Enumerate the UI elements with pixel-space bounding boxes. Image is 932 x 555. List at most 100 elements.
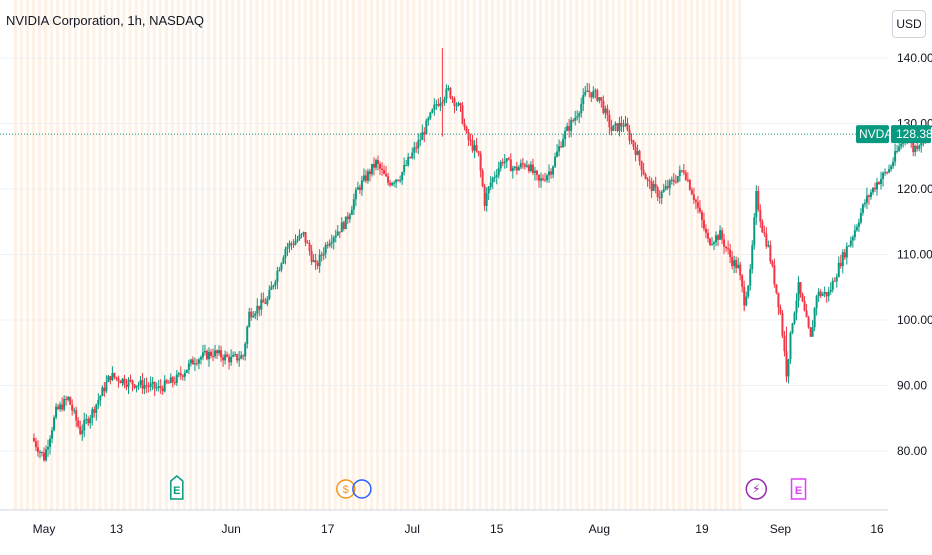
candle-body — [99, 396, 102, 401]
earnings-icon-glyph: E — [173, 485, 180, 497]
candle-body — [719, 230, 722, 240]
candle-body — [344, 216, 347, 229]
candle-body — [65, 398, 68, 400]
candle-body — [214, 350, 217, 357]
candle-body — [873, 187, 876, 190]
candle-body — [183, 372, 186, 377]
candle-body — [741, 275, 744, 287]
candle-body — [93, 409, 96, 413]
candle-body — [606, 108, 609, 115]
symbol-badge[interactable] — [856, 125, 889, 144]
candle-body — [63, 398, 66, 410]
candle-body — [749, 269, 752, 286]
candle-body — [471, 140, 474, 151]
candle-body — [101, 387, 104, 397]
candle-body — [727, 248, 730, 250]
earnings-icon[interactable] — [790, 478, 807, 500]
candle-body — [284, 248, 287, 258]
candle-body — [288, 243, 291, 247]
candle-body — [282, 257, 285, 264]
candle-body — [592, 91, 595, 98]
candle-body — [435, 104, 438, 106]
candle-body — [387, 176, 390, 183]
earnings-icon[interactable] — [170, 475, 184, 500]
candle-body — [505, 158, 508, 162]
price-axis[interactable]: 80.0090.00100.00110.00120.00130.00140.00… — [856, 51, 932, 458]
candle-body — [252, 315, 255, 318]
candle-body — [811, 327, 814, 337]
candle-body — [503, 161, 506, 163]
candle-body — [187, 363, 190, 370]
candle-body — [861, 204, 864, 213]
price-tick-label: 90.00 — [897, 379, 927, 393]
candle-body — [574, 117, 577, 121]
candle-body — [479, 153, 482, 171]
candle-body — [582, 94, 585, 105]
candle-body — [157, 386, 160, 388]
candle-body — [270, 286, 273, 290]
candle-body — [586, 90, 589, 92]
split-icon[interactable] — [352, 479, 372, 499]
candle-body — [843, 252, 846, 258]
candle-body — [489, 182, 492, 187]
candle-body — [684, 172, 687, 180]
candle-body — [823, 292, 826, 294]
candle-body — [630, 140, 633, 142]
candle-body — [411, 152, 414, 158]
candle-body — [312, 260, 315, 262]
candle-body — [743, 286, 746, 306]
candle-body — [85, 418, 88, 420]
candle-body — [537, 174, 540, 181]
candle-body — [107, 376, 110, 383]
candle-body — [867, 195, 870, 197]
currency-button[interactable]: USD — [892, 10, 926, 38]
candle-body — [700, 211, 703, 221]
candle-body — [556, 151, 559, 157]
earnings-icon-glyph: E — [795, 485, 802, 497]
candle-body — [847, 245, 850, 247]
candle-body — [660, 192, 663, 199]
candle-body — [45, 449, 48, 461]
candle-body — [835, 276, 838, 282]
candle-body — [890, 166, 893, 170]
candle-body — [356, 187, 359, 190]
candle-body — [725, 246, 728, 249]
dividend-icon[interactable] — [336, 479, 356, 499]
news-icon[interactable] — [745, 478, 768, 500]
candle-body — [222, 357, 225, 361]
candle-body — [473, 145, 476, 151]
candle-body — [853, 230, 856, 238]
candle-body — [389, 182, 392, 186]
event-markers[interactable]: E $ ⚡ E — [170, 475, 807, 500]
candle-body — [678, 170, 681, 177]
candle-body — [169, 377, 172, 384]
candle-body — [95, 404, 98, 413]
candle-body — [837, 262, 840, 277]
candle-body — [55, 406, 58, 418]
candle-body — [61, 404, 64, 410]
candle-body — [36, 447, 39, 453]
candle-body — [477, 151, 480, 154]
candle-body — [205, 350, 208, 360]
candle-body — [320, 254, 323, 256]
candle-body — [260, 299, 263, 310]
candle-body — [451, 97, 454, 99]
candle-body — [497, 168, 500, 176]
candle-body — [350, 209, 353, 215]
candle-body — [234, 354, 237, 356]
candle-body — [250, 311, 253, 318]
candle-body — [399, 180, 402, 182]
candle-body — [228, 356, 231, 363]
candle-body — [423, 132, 426, 135]
candle-body — [580, 104, 583, 114]
candle-body — [859, 212, 862, 223]
time-axis[interactable]: May 13 Jun 17 Jul 15 Aug 19 Sep 16 — [33, 522, 884, 536]
candle-body — [336, 231, 339, 236]
candle-body — [751, 245, 754, 270]
candle-body — [69, 396, 72, 405]
candle-body — [383, 170, 386, 174]
candle-body — [125, 384, 128, 387]
candle-body — [876, 182, 878, 190]
